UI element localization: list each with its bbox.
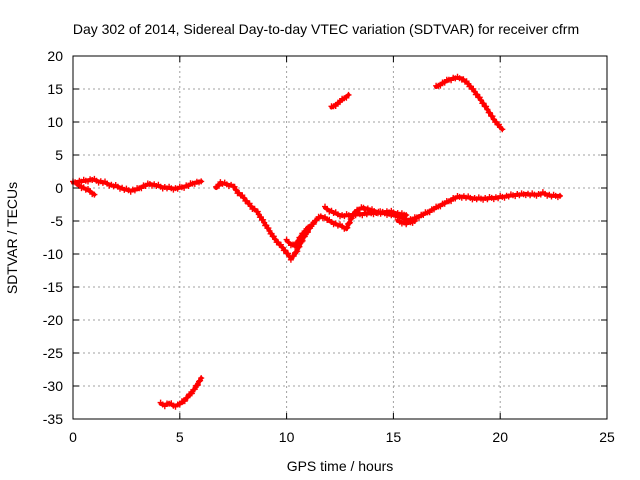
series-layer [70,73,563,410]
y-axis-label: SDTVAR / TECUs [4,182,20,294]
data-point [181,398,188,405]
data-point [310,221,317,227]
y-tick-label: -35 [43,411,63,427]
data-point [191,386,198,393]
data-point [198,375,205,382]
data-point [480,100,487,107]
x-axis-label: GPS time / hours [287,458,394,474]
data-point [254,208,261,215]
data-point [184,394,191,401]
data-point [294,239,301,246]
y-tick-label: -20 [43,312,63,328]
data-point [285,250,291,257]
data-point [403,212,410,219]
x-axis: 0 5 10 15 20 25 [69,56,615,445]
data-point [260,216,267,223]
data-point [486,109,493,116]
data-point [313,217,320,224]
data-point [337,99,343,106]
y-tick-label: 20 [47,48,63,64]
series-upper-arc [433,73,506,133]
y-tick-label: 15 [47,81,63,97]
data-point [344,224,351,231]
data-point [345,91,352,98]
data-point [302,229,309,236]
series-branch-low [394,216,418,228]
data-point [195,381,201,388]
data-point [305,224,311,231]
series-branch-dip [283,224,311,250]
plot-frame [72,55,608,420]
data-point [287,256,294,263]
x-tick-label: 5 [176,429,184,445]
data-point [231,183,238,190]
data-point [483,103,490,110]
y-tick-label: -5 [51,213,64,229]
series-branch-upper [322,203,410,220]
y-axis: -35 -30 -25 -20 -15 -10 -5 0 5 10 15 20 [43,48,607,427]
series-main-arm [74,180,98,198]
series-lower-arc [157,375,205,410]
chart-title: Day 302 of 2014, Sidereal Day-to-day VTE… [73,21,579,37]
data-point [216,182,222,189]
x-tick-label: 25 [599,429,615,445]
data-point [233,187,239,193]
data-point [437,82,444,89]
x-tick-label: 20 [492,429,508,445]
data-point [188,390,195,397]
data-point [557,192,563,199]
data-point [499,126,506,133]
data-point [265,225,272,232]
data-point [290,253,297,260]
data-point [198,178,205,185]
data-point [484,106,491,113]
y-tick-label: -25 [43,345,63,361]
x-tick-label: 10 [279,429,295,445]
data-point [294,248,301,255]
x-tick-label: 0 [69,429,77,445]
data-point [292,243,299,250]
data-point [176,401,183,408]
data-point [448,198,455,205]
y-tick-label: -30 [43,378,63,394]
data-point [426,209,433,216]
y-tick-label: 0 [55,180,63,196]
data-point [478,97,484,104]
data-point [297,234,304,240]
x-tick-label: 15 [386,429,402,445]
data-point [411,218,418,224]
series-upper-short [328,91,352,110]
data-point [293,249,300,255]
data-point [332,103,339,109]
data-point [295,238,302,245]
y-tick-label: 5 [55,147,63,163]
data-point [346,219,353,226]
data-point [91,191,98,198]
y-tick-label: 10 [47,114,63,130]
y-tick-label: -10 [43,246,63,262]
data-point [489,113,496,120]
y-tick-label: -15 [43,279,63,295]
